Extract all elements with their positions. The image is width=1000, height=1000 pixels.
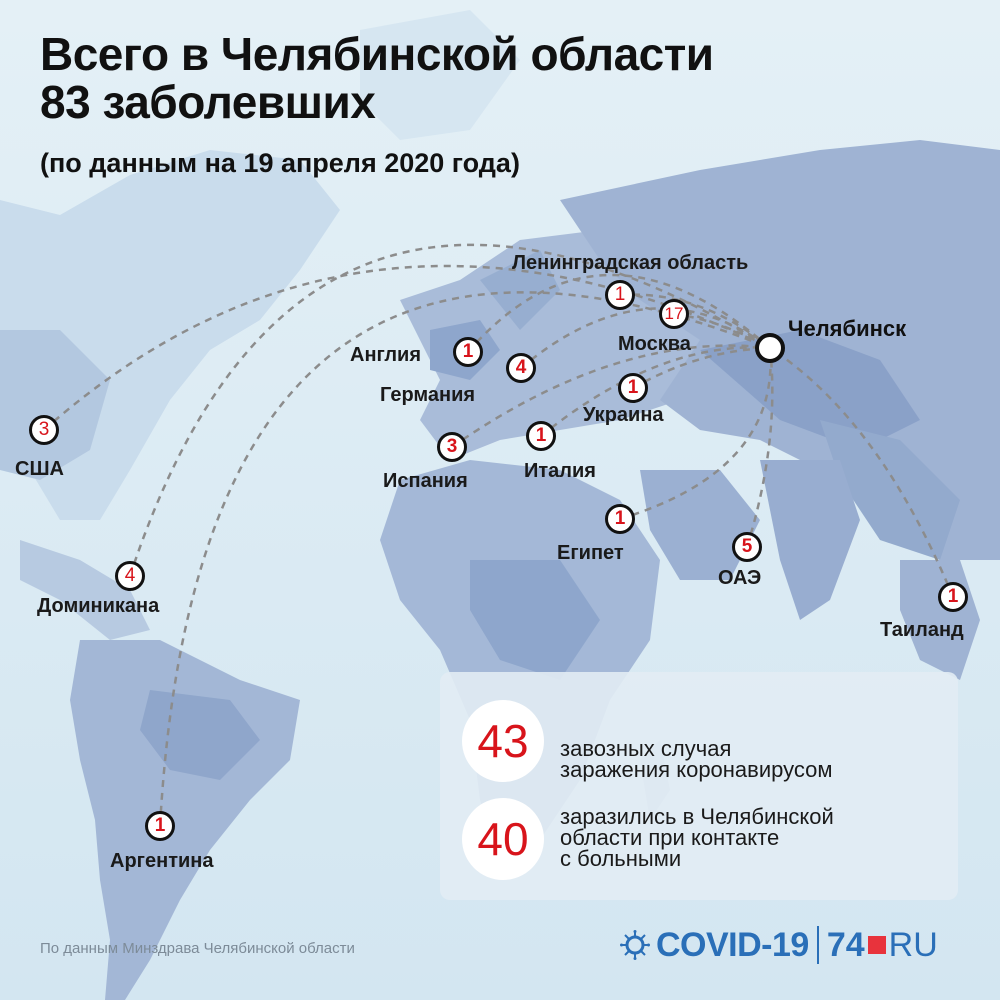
title-line-2: 83 заболевших: [40, 76, 376, 128]
stat-local-text: заразились в Челябинской области при кон…: [560, 804, 834, 871]
marker-egypt-count: 1: [605, 504, 635, 534]
label-egypt: Египет: [557, 542, 624, 564]
route-ukraine: [632, 346, 771, 390]
label-dominicana: Доминикана: [37, 595, 160, 617]
stat-local-line-2: области при контакте: [560, 825, 780, 850]
central-america-shape: [20, 540, 150, 640]
india-shape: [760, 460, 860, 620]
brand-red-square-icon: [867, 936, 886, 954]
stats-panel: 43 завозных случая заражения коронавирус…: [440, 672, 958, 900]
route-germany: [520, 307, 771, 369]
label-ukraine: Украина: [583, 404, 664, 426]
route-spain: [451, 344, 771, 449]
label-leningrad: Ленинградская область: [512, 252, 749, 274]
marker-argentina-count: 1: [145, 811, 175, 841]
marker-usa-count: 3: [29, 415, 59, 445]
route-uae: [745, 347, 774, 548]
label-germany: Германия: [380, 384, 476, 406]
stat-local-line-1: заразились в Челябинской: [560, 804, 834, 829]
label-italy: Италия: [524, 460, 596, 482]
route-usa: [43, 264, 771, 431]
source-note: По данным Минздрава Челябинской области: [40, 940, 355, 957]
arabia-shape: [640, 470, 760, 580]
stat-imported-line-2: заражения коронавирусом: [560, 757, 833, 782]
page-title: Всего в Челябинской области 83 заболевши…: [40, 30, 714, 126]
route-egypt: [619, 347, 772, 521]
marker-uae-count: 5: [732, 532, 762, 562]
marker-italy-count: 1: [526, 421, 556, 451]
stat-imported-line-1: завозных случая: [560, 736, 732, 761]
marker-dominicana-count: 4: [115, 561, 145, 591]
brand-74-text: 74: [826, 925, 865, 964]
greenland-shape: [360, 10, 520, 140]
marker-leningrad-count: 1: [605, 280, 635, 310]
marker-spain-count: 3: [437, 432, 467, 462]
label-argentina: Аргентина: [110, 850, 214, 872]
chelyabinsk-hub-marker: [755, 333, 785, 363]
stat-imported-text: завозных случая заражения коронавирусом: [560, 736, 833, 782]
marker-thailand-count: 1: [938, 582, 968, 612]
chelyabinsk-label: Челябинск: [788, 316, 907, 341]
stat-imported-value: 43: [462, 700, 544, 782]
route-dominicana: [128, 243, 771, 577]
title-line-1: Всего в Челябинской области: [40, 28, 714, 80]
label-uae: ОАЭ: [718, 567, 762, 589]
label-england: Англия: [350, 344, 422, 366]
marker-ukraine-count: 1: [618, 373, 648, 403]
brand-covid-text: COVID-19: [656, 925, 809, 964]
marker-england-count: 1: [453, 337, 483, 367]
marker-germany-count: 4: [506, 353, 536, 383]
brand-logo: COVID-19 74 RU: [620, 922, 938, 968]
route-thailand: [769, 346, 955, 598]
stat-local-line-3: с больными: [560, 846, 682, 871]
marker-moscow-count: 17: [659, 299, 689, 329]
label-thailand: Таиланд: [880, 619, 964, 641]
stat-local-value: 40: [462, 798, 544, 880]
page-subtitle: (по данным на 19 апреля 2020 года): [40, 148, 520, 178]
route-england: [467, 273, 771, 353]
label-spain: Испания: [383, 470, 468, 492]
brand-separator: [816, 926, 819, 964]
route-leningrad: [619, 293, 771, 349]
virus-icon: [620, 930, 650, 960]
brand-ru-text: RU: [888, 925, 938, 964]
route-italy: [540, 346, 771, 437]
label-usa: США: [15, 458, 64, 480]
label-moscow: Москва: [618, 333, 691, 355]
